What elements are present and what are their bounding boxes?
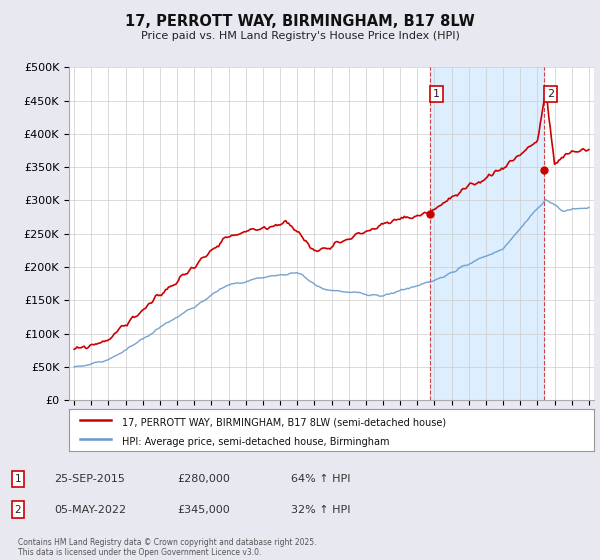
Text: Price paid vs. HM Land Registry's House Price Index (HPI): Price paid vs. HM Land Registry's House … <box>140 31 460 41</box>
Text: £280,000: £280,000 <box>177 474 230 484</box>
Text: 1: 1 <box>433 89 440 99</box>
Text: 2: 2 <box>14 505 22 515</box>
Text: 1: 1 <box>14 474 22 484</box>
Text: 32% ↑ HPI: 32% ↑ HPI <box>291 505 350 515</box>
Text: 17, PERROTT WAY, BIRMINGHAM, B17 8LW: 17, PERROTT WAY, BIRMINGHAM, B17 8LW <box>125 14 475 29</box>
Text: 2: 2 <box>547 89 554 99</box>
Text: HPI: Average price, semi-detached house, Birmingham: HPI: Average price, semi-detached house,… <box>121 437 389 446</box>
Text: 25-SEP-2015: 25-SEP-2015 <box>54 474 125 484</box>
Text: 64% ↑ HPI: 64% ↑ HPI <box>291 474 350 484</box>
Text: £345,000: £345,000 <box>177 505 230 515</box>
Text: 17, PERROTT WAY, BIRMINGHAM, B17 8LW (semi-detached house): 17, PERROTT WAY, BIRMINGHAM, B17 8LW (se… <box>121 417 446 427</box>
Bar <box>430 67 544 400</box>
Text: Contains HM Land Registry data © Crown copyright and database right 2025.
This d: Contains HM Land Registry data © Crown c… <box>18 538 317 557</box>
Text: 05-MAY-2022: 05-MAY-2022 <box>54 505 126 515</box>
